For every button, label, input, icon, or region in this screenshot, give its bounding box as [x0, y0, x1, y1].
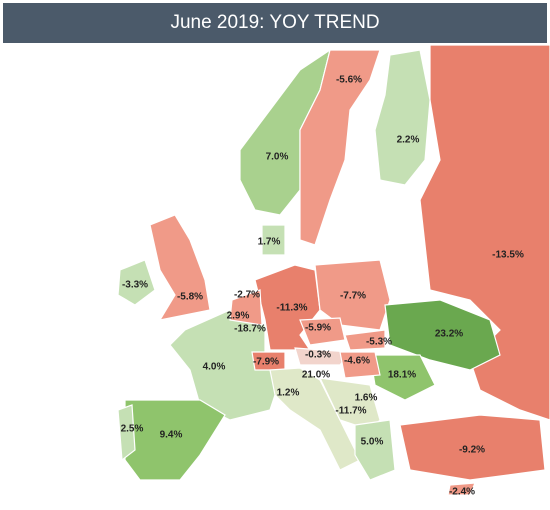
- cyprus: [447, 482, 476, 496]
- region-label: 1.6%: [355, 393, 378, 404]
- poland: [314, 259, 391, 331]
- czechia: [299, 317, 346, 346]
- uk: [149, 214, 211, 321]
- regions: [19, 44, 550, 496]
- region-label: -2.4%: [449, 487, 475, 498]
- region-label: -5.9%: [305, 323, 331, 334]
- spain: [124, 399, 226, 481]
- region-label: -9.2%: [459, 445, 485, 456]
- region-label: -7.7%: [340, 291, 366, 302]
- benelux: [229, 289, 263, 326]
- region-label: -13.5%: [492, 250, 524, 261]
- region-label: -18.7%: [234, 324, 266, 335]
- region-label: 18.1%: [388, 370, 416, 381]
- hungary: [339, 351, 381, 379]
- iceland: [19, 64, 81, 121]
- region-label: -5.8%: [177, 292, 203, 303]
- russia: [419, 44, 550, 421]
- region-label: 21.0%: [302, 370, 330, 381]
- region-label: 5.0%: [361, 437, 384, 448]
- region-label: -0.3%: [305, 350, 331, 361]
- region-label: 1.7%: [258, 237, 281, 248]
- region-label: 2.5%: [121, 424, 144, 435]
- region-label: 9.4%: [160, 430, 183, 441]
- region-label: 23.2%: [435, 329, 463, 340]
- turkey: [399, 414, 546, 481]
- region-label: -2.7%: [234, 290, 260, 301]
- title-bar: [3, 3, 547, 43]
- region-label: -5.6%: [336, 75, 362, 86]
- portugal: [117, 404, 136, 462]
- labels: -5.6% 2.2% 7.0% -13.5% 1.7% -3.3% -5.8% …: [121, 75, 524, 498]
- austria: [294, 347, 352, 366]
- finland: [374, 49, 431, 186]
- region-label: 2.2%: [397, 135, 420, 146]
- region-label: -7.9%: [253, 357, 279, 368]
- greece: [354, 419, 396, 481]
- region-label: -11.3%: [276, 303, 307, 314]
- romania: [369, 354, 436, 401]
- denmark: [261, 224, 286, 256]
- region-label: 4.0%: [203, 362, 226, 373]
- region-label: -5.3%: [366, 337, 392, 348]
- region-label: 1.2%: [277, 388, 300, 399]
- italy: [269, 367, 361, 471]
- region-label: -11.7%: [335, 406, 366, 417]
- slovakia: [344, 329, 386, 351]
- ukraine: [384, 299, 501, 371]
- sweden: [299, 49, 381, 246]
- region-label: 2.9%: [227, 311, 250, 322]
- region-label: -4.6%: [344, 356, 370, 367]
- region-label: 7.0%: [266, 152, 289, 163]
- region-label: -3.3%: [122, 280, 148, 291]
- title: June 2019: YOY TREND: [170, 12, 379, 33]
- ireland: [117, 259, 156, 306]
